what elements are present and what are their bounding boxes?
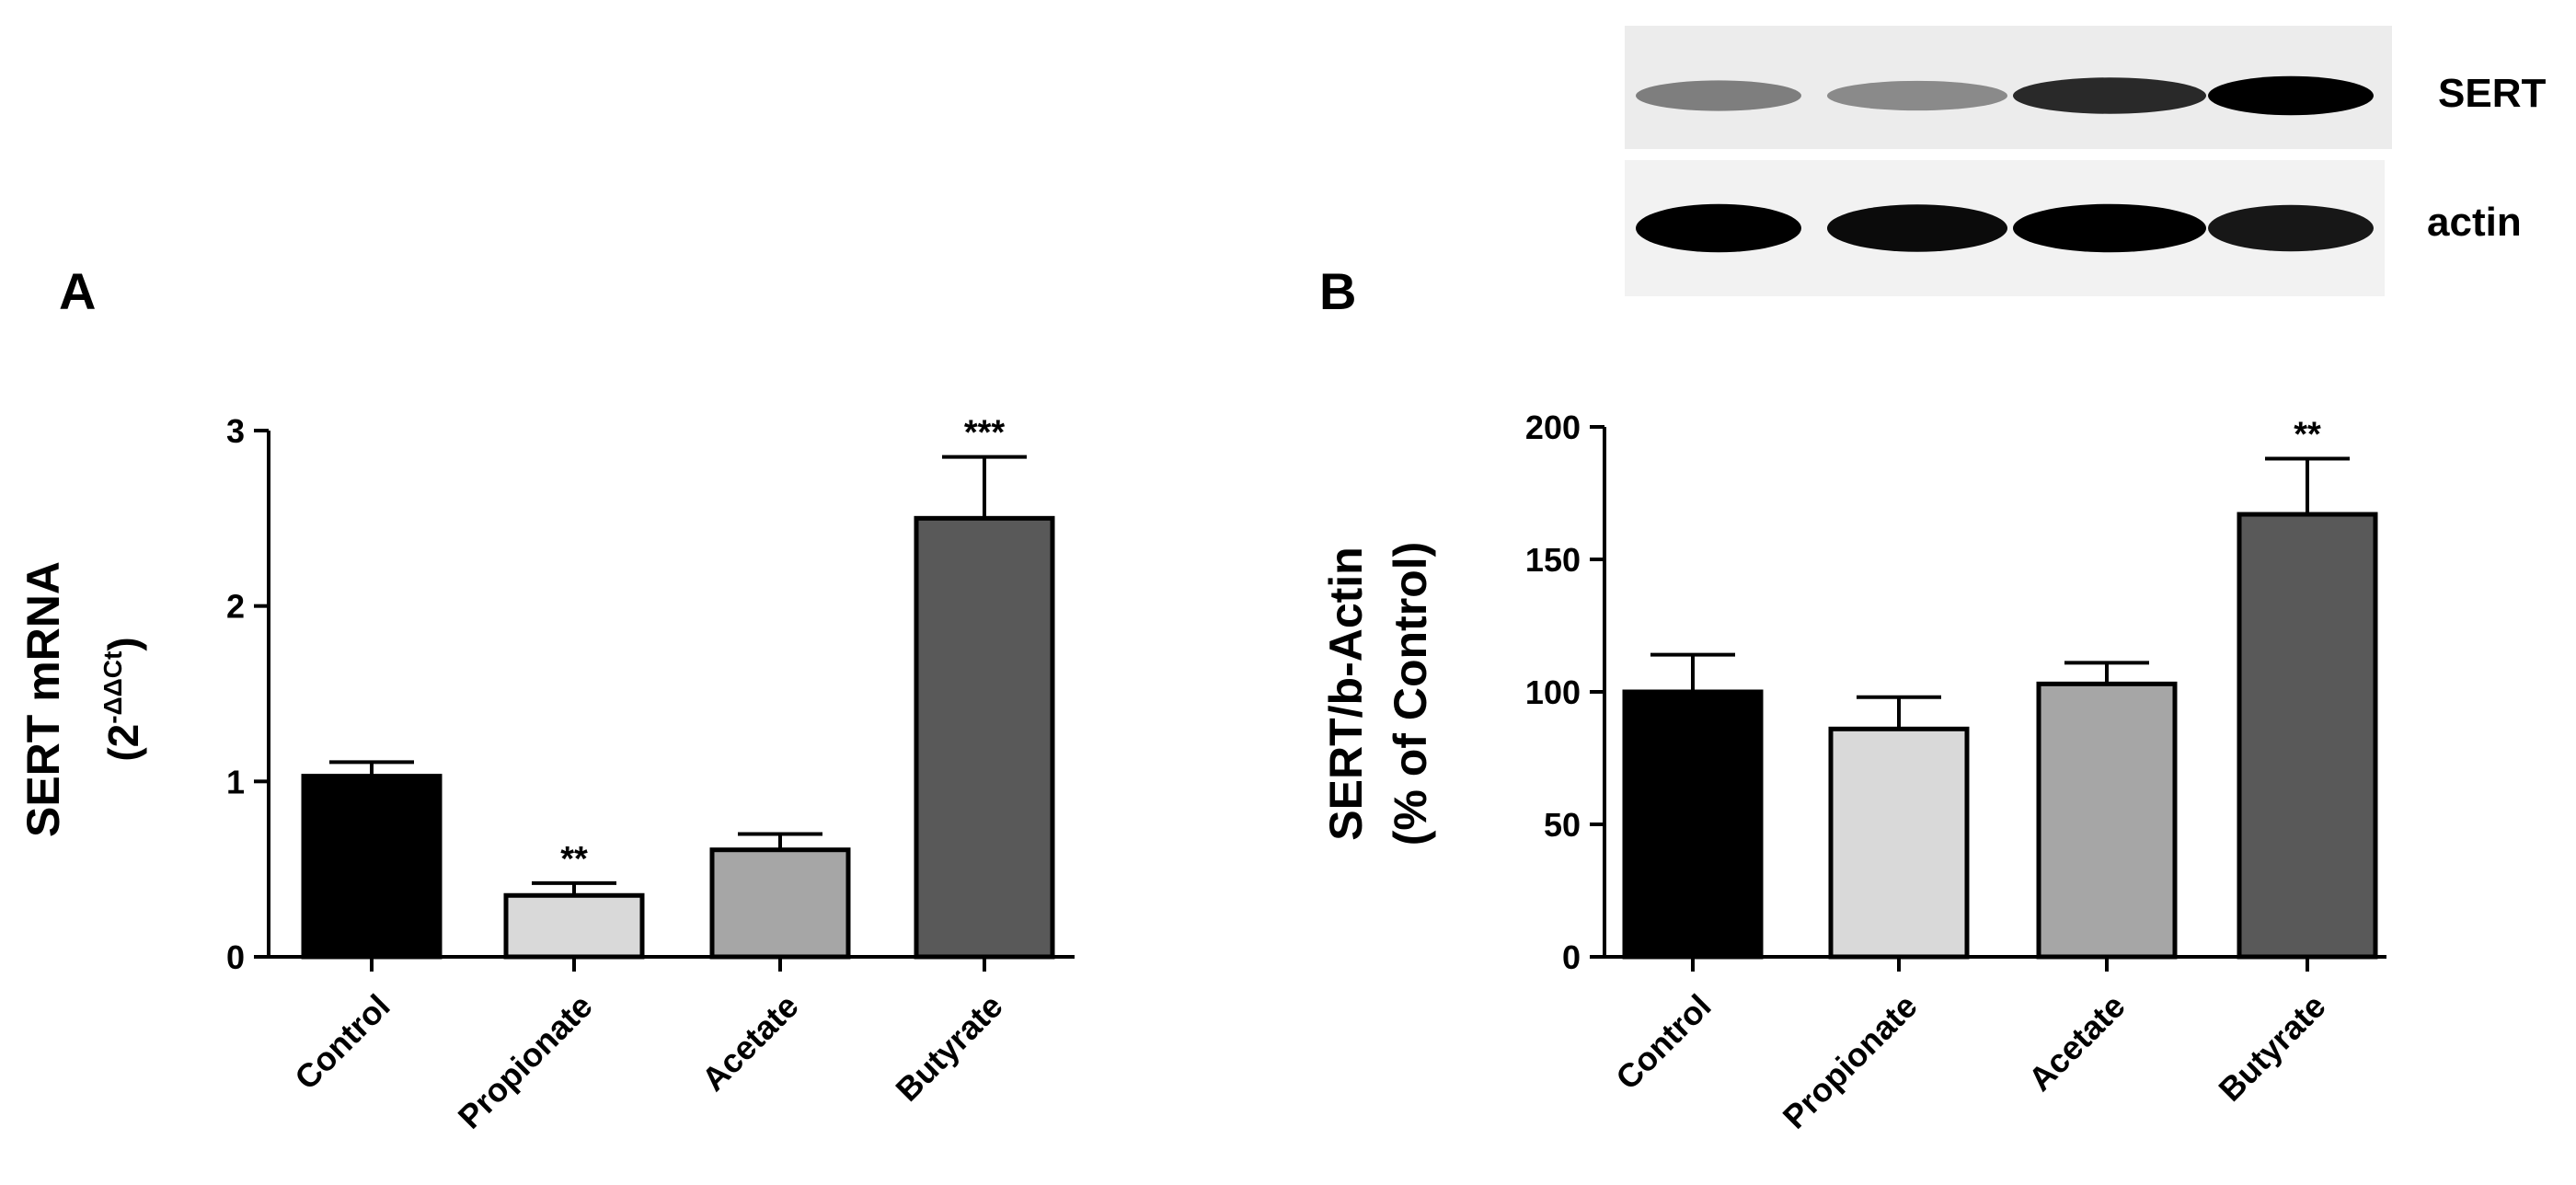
blot-band-sert — [2208, 75, 2374, 116]
blot-band-actin — [2208, 204, 2374, 252]
chart-a-significance-label: *** — [964, 414, 1006, 453]
chart-b-ytick-label: 150 — [1525, 541, 1581, 579]
panel-b-letter: B — [1319, 262, 1356, 320]
blot-band-actin — [2013, 203, 2206, 253]
chart-a-ylabel-main: SERT mRNA — [17, 561, 69, 837]
blot-label-sert: SERT — [2438, 71, 2546, 116]
blot-label-actin: actin — [2427, 200, 2522, 245]
blot-band-sert — [2013, 77, 2206, 114]
chart-a-ytick-label: 1 — [226, 763, 245, 800]
chart-a-ytick-label: 0 — [226, 938, 245, 976]
chart-b-ylabel: SERT/b-Actin (% of Control) — [1320, 542, 1436, 846]
chart-b-bar-butyrate — [2237, 512, 2378, 960]
chart-a-ylabel-sub-end: ) — [99, 637, 147, 650]
chart-a-bar-acetate — [709, 847, 851, 960]
chart-b-ytick-label: 0 — [1562, 938, 1581, 976]
blot-bands — [1636, 75, 2374, 253]
blot-band-sert — [1636, 80, 1801, 111]
chart-a-bar-control — [301, 774, 443, 960]
blot-band-actin — [1827, 204, 2007, 252]
svg-text:(2-ΔΔCt): (2-ΔΔCt) — [98, 637, 147, 761]
chart-b-bar-acetate — [2036, 681, 2178, 960]
svg-text:SERT mRNA: SERT mRNA — [17, 561, 69, 837]
blot-band-actin — [1636, 203, 1801, 253]
chart-a-ytick-label: 2 — [226, 588, 245, 626]
chart-b-bar-propionate — [1828, 726, 1970, 960]
chart-a-bar-butyrate — [914, 515, 1055, 960]
chart-a-bar-propionate — [503, 892, 645, 960]
chart-b-ytick-label: 50 — [1544, 806, 1581, 844]
western-blot: SERT actin — [1625, 26, 2546, 296]
chart-a-ylabel-sub-sup: -ΔΔCt — [98, 651, 127, 724]
chart-b-bar-control — [1622, 689, 1764, 960]
chart-a-significance-label: ** — [560, 840, 588, 879]
chart-a-ytick-label: 3 — [226, 412, 245, 450]
chart-b-ytick-label: 100 — [1525, 673, 1581, 711]
chart-a-ylabel: SERT mRNA (2-ΔΔCt) — [17, 561, 147, 837]
chart-b-ylabel-main: SERT/b-Actin — [1320, 546, 1372, 840]
chart-b-ytick-label: 200 — [1525, 408, 1581, 446]
panel-a-letter: A — [59, 262, 96, 320]
blot-band-sert — [1827, 80, 2007, 111]
chart-b-ylabel-sub: (% of Control) — [1385, 542, 1436, 846]
chart-b-significance-label: ** — [2294, 416, 2321, 454]
chart-a-ylabel-sub-base: (2 — [99, 724, 147, 762]
